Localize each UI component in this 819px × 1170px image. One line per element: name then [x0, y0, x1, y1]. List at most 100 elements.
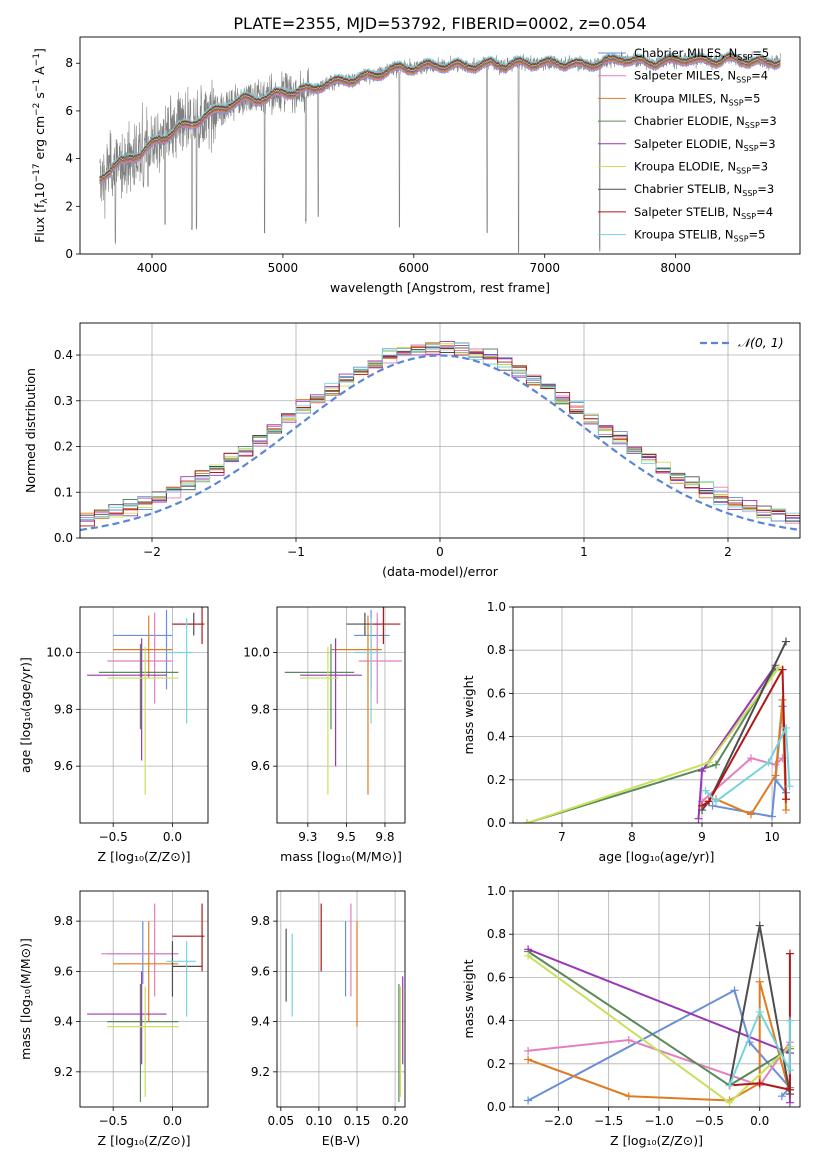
legend-entry: Kroupa ELODIE, NSSP=3 [634, 160, 768, 176]
y-tick-label: 0.2 [487, 773, 506, 787]
errorbar-point [98, 643, 179, 730]
legend-model-name: Salpeter ELODIE, N [634, 137, 744, 151]
axes-weight_vs_Z: −2.0 −1.5 −1.0 −0.5 0.0 0.0 0.2 0.4 0.6 0.8 1.0 Z [… [461, 884, 801, 1148]
weight-marker [712, 797, 720, 806]
legend-entry: Salpeter STELIB, NSSP=4 [634, 205, 773, 221]
weight-marker [771, 771, 780, 780]
y-tick-label: 9.6 [54, 964, 73, 978]
y-axis-label-part: −2 [32, 103, 42, 116]
y-tick-label: 0.6 [487, 970, 506, 984]
y-tick-label: 2 [65, 199, 73, 213]
weight-series [728, 1009, 791, 1086]
y-tick-label: 0.3 [54, 394, 73, 408]
residual-histogram [80, 343, 800, 518]
x-tick-label: 4000 [137, 261, 168, 275]
y-tick-label: 0.4 [54, 348, 73, 362]
axes-frame [276, 606, 406, 824]
x-tick-label: −0.5 [99, 830, 128, 844]
y-tick-label: 0.8 [487, 927, 506, 941]
x-tick-label: 10 [764, 830, 779, 844]
errorbar-point [87, 638, 167, 761]
weight-marker [524, 1055, 533, 1064]
weight-marker [712, 760, 720, 769]
weight-marker [523, 819, 531, 823]
weight-marker [524, 1096, 533, 1105]
x-tick-label: 8 [628, 830, 636, 844]
x-tick-label: 9.8 [375, 830, 394, 844]
legend-nssp: =5 [749, 228, 766, 242]
y-tick-label: 9.6 [251, 964, 270, 978]
plot-area [87, 903, 205, 1102]
weight-marker [755, 1007, 764, 1016]
figure-title: PLATE=2355, MJD=53792, FIBERID=0002, z=0… [233, 14, 646, 33]
axes-age_vs_Z: −0.5 0.0 9.6 9.8 10.0 Z [log₁₀(Z/Z⊙)] age [log… [18, 606, 209, 864]
axes-frame [79, 36, 801, 255]
weight-marker [701, 786, 710, 795]
y-tick-label: 0.0 [487, 1100, 506, 1114]
weight-marker [747, 810, 755, 819]
plot-area [99, 50, 781, 254]
residual-histogram [80, 342, 800, 521]
legend-nssp: =5 [744, 91, 761, 105]
weight-series [701, 641, 787, 811]
x-tick-label: 8000 [660, 261, 691, 275]
weight-marker [725, 1098, 734, 1107]
weight-marker [782, 723, 790, 732]
axes-frame [79, 890, 209, 1108]
legend-entry: Salpeter MILES, NSSP=4 [634, 69, 768, 85]
weight-series [701, 757, 784, 803]
weight-series [526, 666, 777, 823]
legend-nssp: =3 [757, 182, 774, 196]
legend-model-name: Kroupa MILES, N [634, 91, 729, 105]
weight-marker [524, 1046, 533, 1055]
y-tick-label: 0.2 [54, 440, 73, 454]
legend-model-name: Salpeter STELIB, N [634, 205, 741, 219]
legend-entry: 𝒩(0, 1) [738, 335, 784, 350]
x-tick-label: 0.10 [306, 1114, 333, 1128]
legend-entry: Chabrier ELODIE, NSSP=3 [634, 114, 777, 130]
weight-marker [747, 754, 755, 763]
normal-curve [80, 354, 800, 532]
x-tick-label: −1.0 [644, 1114, 673, 1128]
errorbar-point [107, 646, 179, 795]
weight-marker [785, 1098, 794, 1107]
x-tick-label: 0.20 [382, 1114, 409, 1128]
axes-frame [276, 890, 406, 1108]
weight-marker [778, 665, 787, 674]
y-tick-label: 8 [65, 56, 73, 70]
legend-subscript: SSP [736, 76, 751, 85]
errorbar-point [87, 971, 167, 1065]
x-tick-label: 0.05 [267, 1114, 294, 1128]
errorbar-point [166, 618, 193, 724]
axes-mass_vs_EBV: 0.05 0.10 0.15 0.20 9.2 9.4 9.6 9.8 E(B-V) [251, 890, 409, 1148]
x-tick-label: −1.5 [594, 1114, 623, 1128]
legend-entry: Chabrier STELIB, NSSP=3 [634, 182, 774, 198]
weight-marker [782, 806, 790, 815]
y-tick-label: 0.4 [487, 730, 506, 744]
axes-frame [79, 322, 801, 539]
weight-marker [705, 797, 713, 806]
x-tick-label: 9.5 [337, 830, 356, 844]
x-axis-label: mass [log₁₀(M/M⊙)] [280, 849, 402, 864]
axes-mass_vs_Z: −0.5 0.0 9.2 9.4 9.6 9.8 Z [log₁₀(Z/Z⊙)] mass [… [18, 890, 209, 1148]
legend-nssp: =3 [760, 114, 777, 128]
errorbar-point [354, 618, 381, 724]
weight-marker [782, 795, 790, 804]
residual-legend: 𝒩(0, 1) [700, 335, 784, 350]
y-tick-label: 9.4 [54, 1015, 73, 1029]
x-tick-label: 9 [698, 830, 706, 844]
x-axis-label: E(B-V) [322, 1133, 361, 1148]
x-axis-label: Z [log₁₀(Z/Z⊙)] [610, 1133, 703, 1148]
weight-marker [730, 986, 739, 995]
weight-marker [777, 1092, 786, 1101]
axes-frame [79, 606, 209, 824]
weight-marker [694, 814, 703, 823]
weight-marker [785, 1066, 794, 1075]
weight-marker [698, 767, 706, 776]
x-tick-label: 5000 [268, 261, 299, 275]
weight-marker [785, 1016, 794, 1025]
weight-marker [524, 951, 533, 960]
y-axis-label-part: ] [32, 48, 47, 53]
x-axis-label: wavelength [Angstrom, rest frame] [330, 280, 550, 295]
x-tick-label: −1 [287, 545, 305, 559]
